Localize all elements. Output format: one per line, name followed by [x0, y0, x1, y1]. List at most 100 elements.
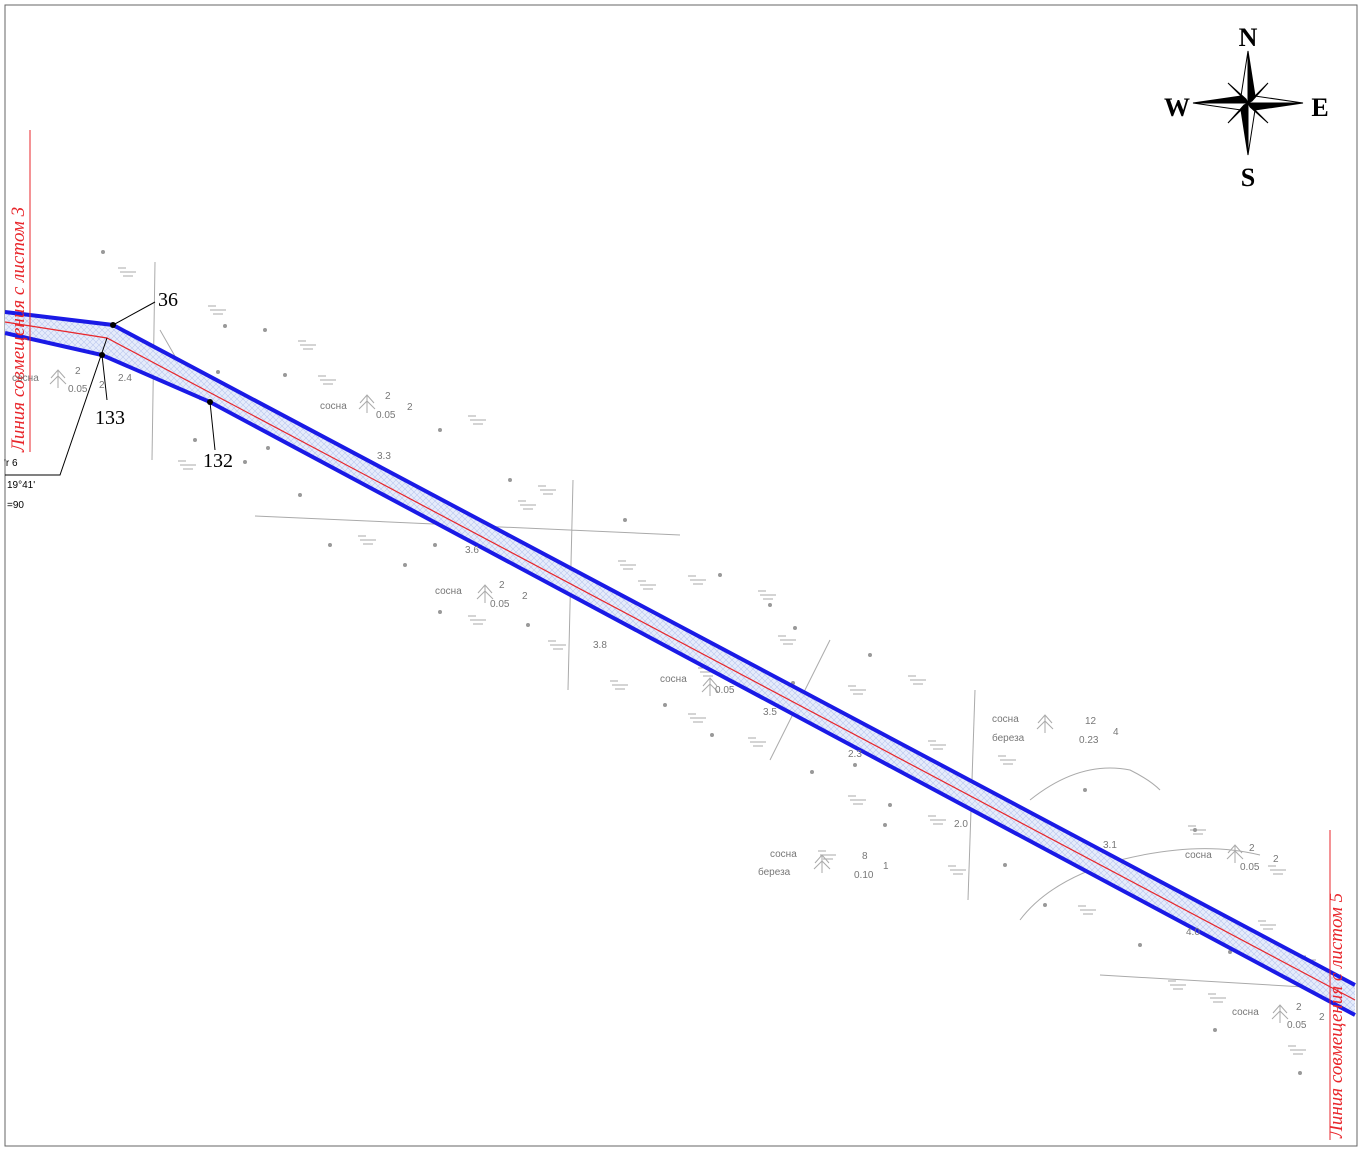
dot — [101, 250, 105, 254]
dot — [1298, 1071, 1302, 1075]
map-label: 4.0 — [1186, 927, 1200, 938]
dot — [283, 373, 287, 377]
grass — [358, 535, 376, 545]
grass — [1208, 993, 1226, 1003]
dot — [663, 703, 667, 707]
dot — [298, 493, 302, 497]
corridor — [5, 312, 1355, 1015]
map-label: 2.3 — [848, 749, 862, 760]
frame — [4, 4, 1358, 1147]
map-label: 4 — [1113, 727, 1119, 738]
dot — [1138, 943, 1142, 947]
map-label: 2 — [1273, 854, 1279, 865]
grass — [1268, 865, 1286, 875]
tree — [813, 854, 831, 873]
grass — [1258, 920, 1276, 930]
dot — [1003, 863, 1007, 867]
compass-label: S — [1241, 163, 1255, 192]
dot — [223, 324, 227, 328]
map-label: 3.5 — [763, 707, 777, 718]
map-label: 2 — [75, 366, 81, 377]
contour — [1029, 767, 1161, 801]
dot — [266, 446, 270, 450]
grass — [298, 340, 316, 350]
angle-note: 'r 6 — [4, 458, 18, 469]
dot — [623, 518, 627, 522]
map-label: береза — [758, 866, 791, 878]
map-label: сосна — [660, 674, 687, 685]
tree — [1036, 714, 1054, 733]
dot — [793, 626, 797, 630]
dot — [868, 653, 872, 657]
dot — [1043, 903, 1047, 907]
dot — [1213, 1028, 1217, 1032]
dot — [888, 803, 892, 807]
dot — [193, 438, 197, 442]
grass — [748, 737, 766, 747]
grass — [948, 865, 966, 875]
compass-label: E — [1311, 93, 1328, 122]
dot — [1083, 788, 1087, 792]
grass — [1078, 905, 1096, 915]
map-label: 2 — [407, 402, 413, 413]
grass — [998, 755, 1016, 765]
map-label: 12 — [1085, 716, 1097, 727]
grass — [638, 580, 656, 590]
map-label: 2 — [522, 591, 528, 602]
map-label: 2.0 — [954, 819, 968, 830]
match-label: Линия совмещения с листом 3 — [8, 207, 29, 453]
grass — [518, 500, 536, 510]
grass — [758, 590, 776, 600]
dot — [718, 573, 722, 577]
map-label: 0.05 — [490, 599, 510, 610]
grass — [1288, 1045, 1306, 1055]
tree — [1271, 1004, 1289, 1023]
point-label: 132 — [203, 450, 233, 472]
dot — [433, 543, 437, 547]
dot — [1228, 950, 1232, 954]
point-label: 133 — [95, 407, 125, 429]
map-label: 0.23 — [1079, 735, 1099, 746]
map-label: сосна — [435, 586, 462, 597]
grass — [1188, 825, 1206, 835]
map-label: 0.05 — [376, 410, 396, 421]
leader — [209, 401, 216, 451]
tree — [49, 369, 67, 388]
grass — [928, 815, 946, 825]
grass — [848, 685, 866, 695]
map-label: 3.6 — [465, 545, 479, 556]
map-label: береза — [992, 732, 1025, 744]
map-label: 3.3 — [377, 451, 391, 462]
dot — [526, 623, 530, 627]
grass — [468, 615, 486, 625]
compass-label: N — [1239, 23, 1258, 52]
tree — [701, 677, 719, 696]
vertex — [207, 399, 213, 405]
map-label: 0.05 — [68, 384, 88, 395]
map-label: сосна — [992, 714, 1019, 725]
tree — [476, 584, 494, 603]
dot — [403, 563, 407, 567]
dot — [710, 733, 714, 737]
map-label: 0.05 — [715, 685, 735, 696]
map-label: 1 — [883, 861, 889, 872]
map-label: сосна — [320, 401, 347, 412]
map-label: сосна — [1232, 1007, 1259, 1018]
match-label: Линия совмещения с листом 5 — [1326, 893, 1347, 1139]
map-label: 2 — [99, 380, 105, 391]
grass — [468, 415, 486, 425]
dot — [438, 428, 442, 432]
grass — [610, 680, 628, 690]
compass-star — [1227, 82, 1269, 124]
dot — [508, 478, 512, 482]
corridor-edge — [4, 331, 1356, 1017]
tree — [1226, 844, 1244, 863]
dot — [1193, 828, 1197, 832]
map-label: 0.05 — [1287, 1020, 1307, 1031]
dot — [768, 603, 772, 607]
compass-label: W — [1164, 93, 1190, 122]
map-label: 2 — [1296, 1002, 1302, 1013]
point-label: 36 — [158, 289, 178, 311]
map-label: 3.8 — [593, 640, 607, 651]
